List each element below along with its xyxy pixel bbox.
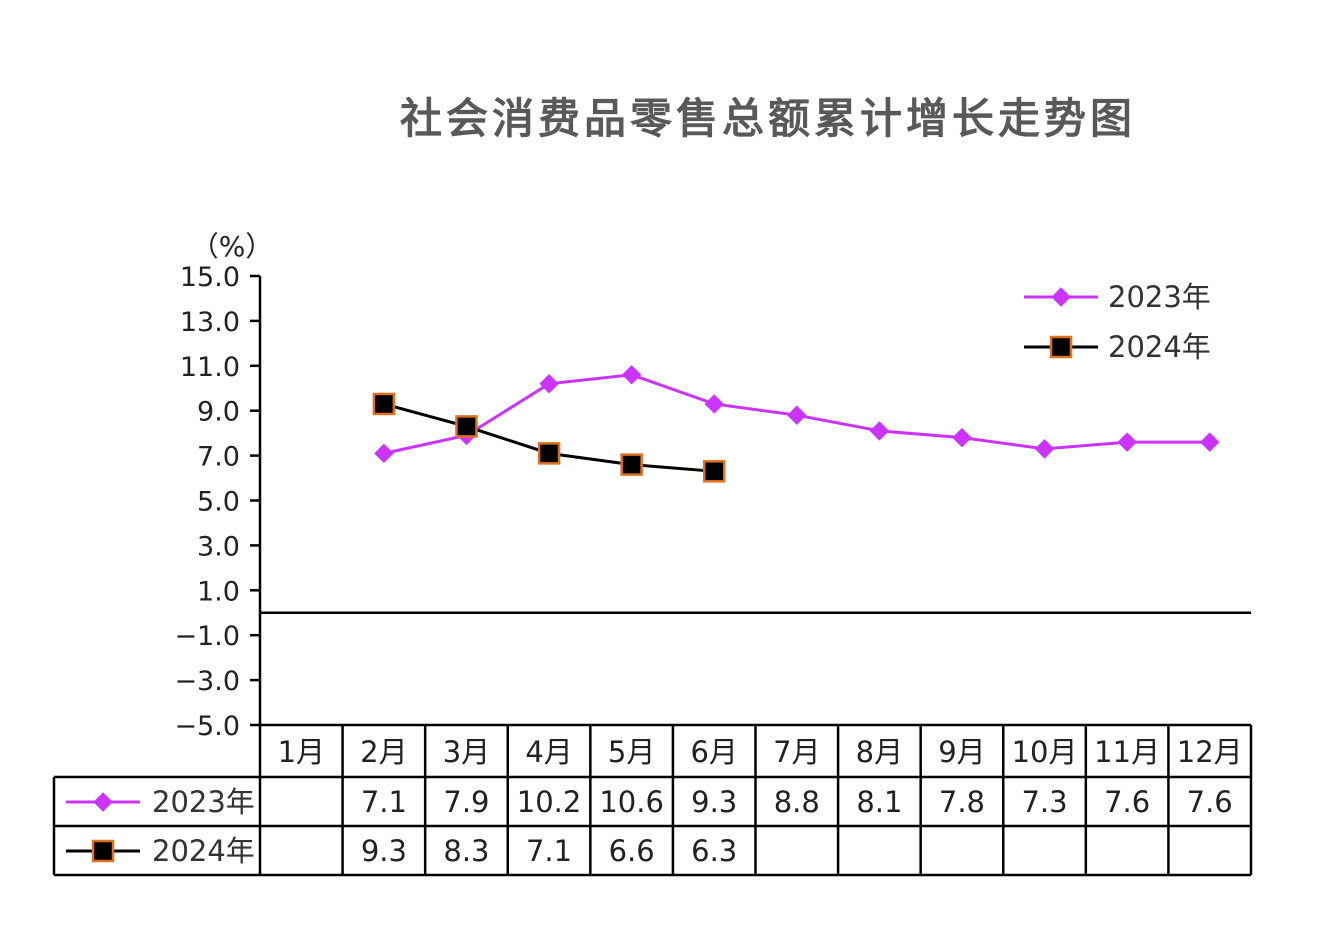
x-category-label: 10月 xyxy=(1012,735,1078,769)
x-category-label: 8月 xyxy=(856,735,903,769)
data-point-1-2 xyxy=(455,415,478,438)
y-tick-label: 13.0 xyxy=(180,307,240,338)
data-label: 8.8 xyxy=(774,785,820,819)
x-category-label: 11月 xyxy=(1094,735,1160,769)
x-category-label: 4月 xyxy=(525,735,572,769)
x-category-label: 3月 xyxy=(443,735,490,769)
data-table: 1月 2月 3月 4月 5月 6月 7月 8月 9月 10月 11月 12月 2023年 7.1 7.9 10… xyxy=(52,723,1253,877)
data-point-1-3 xyxy=(537,442,561,465)
data-point-0-1 xyxy=(374,443,394,464)
y-tick-label: 11.0 xyxy=(180,352,240,383)
data-label: 7.1 xyxy=(526,834,572,868)
table-row-label-1: 2024年 xyxy=(152,834,255,868)
y-axis-unit: （%） xyxy=(191,230,274,263)
data-label: 6.3 xyxy=(691,834,737,868)
x-category-label: 9月 xyxy=(938,735,985,769)
data-point-0-4 xyxy=(621,365,642,385)
y-tick-label: 9.0 xyxy=(197,397,240,428)
data-label: 10.6 xyxy=(599,785,664,819)
data-point-1-1 xyxy=(372,392,396,416)
y-tick-label: 5.0 xyxy=(197,487,240,518)
x-category-label: 1月 xyxy=(278,735,325,769)
data-point-1-5 xyxy=(702,460,726,483)
x-category-label: 2月 xyxy=(360,735,407,769)
data-point-0-5 xyxy=(704,394,724,414)
legend-marker-0 xyxy=(1051,287,1071,307)
table-legend-marker-0 xyxy=(93,792,113,812)
data-point-1-4 xyxy=(620,453,643,476)
data-label: 7.9 xyxy=(443,785,489,819)
data-label: 9.3 xyxy=(361,834,407,868)
data-label: 10.2 xyxy=(517,785,582,819)
table-legend-marker-1 xyxy=(91,839,115,863)
x-category-label: 5月 xyxy=(608,735,655,769)
data-point-0-8 xyxy=(952,427,972,448)
data-point-0-3 xyxy=(539,374,559,394)
chart-title: 社会消费品零售总额累计增长走势图 xyxy=(400,94,1136,143)
data-label: 7.6 xyxy=(1187,785,1233,819)
data-label: 8.1 xyxy=(856,785,902,819)
data-point-0-10 xyxy=(1117,432,1137,452)
data-label: 9.3 xyxy=(691,785,737,819)
table-row-label-0: 2023年 xyxy=(152,785,255,819)
data-label: 7.3 xyxy=(1021,785,1067,819)
legend-marker-1 xyxy=(1049,335,1073,359)
y-tick-label: 1.0 xyxy=(197,576,240,607)
legend: 2023年 2024年 xyxy=(1024,280,1211,364)
y-tick-label: −5.0 xyxy=(174,711,240,742)
data-label: 7.8 xyxy=(939,785,985,819)
y-tick-label: 7.0 xyxy=(197,442,240,473)
legend-label-1: 2024年 xyxy=(1108,330,1211,364)
series-markers xyxy=(372,365,1220,483)
data-point-0-7 xyxy=(869,421,890,441)
y-tick-label: 3.0 xyxy=(197,531,240,562)
data-label: 7.6 xyxy=(1104,785,1150,819)
data-point-0-9 xyxy=(1034,439,1055,459)
data-point-0-11 xyxy=(1200,432,1220,452)
legend-label-0: 2023年 xyxy=(1108,280,1211,314)
y-tick-label: −1.0 xyxy=(174,621,240,652)
data-label: 8.3 xyxy=(443,834,489,868)
y-tick-label: −3.0 xyxy=(174,666,240,697)
x-category-label: 12月 xyxy=(1177,735,1243,769)
data-label: 6.6 xyxy=(609,834,655,868)
x-category-label: 7月 xyxy=(773,735,820,769)
data-point-0-6 xyxy=(787,405,807,425)
data-label: 7.1 xyxy=(361,785,407,819)
y-tick-label: 15.0 xyxy=(180,262,240,293)
axes: 15.0 13.0 11.0 9.0 7.0 5.0 3.0 1.0 −1.0 −3.0 −5.0 xyxy=(174,262,1251,742)
x-category-label: 6月 xyxy=(690,735,737,769)
